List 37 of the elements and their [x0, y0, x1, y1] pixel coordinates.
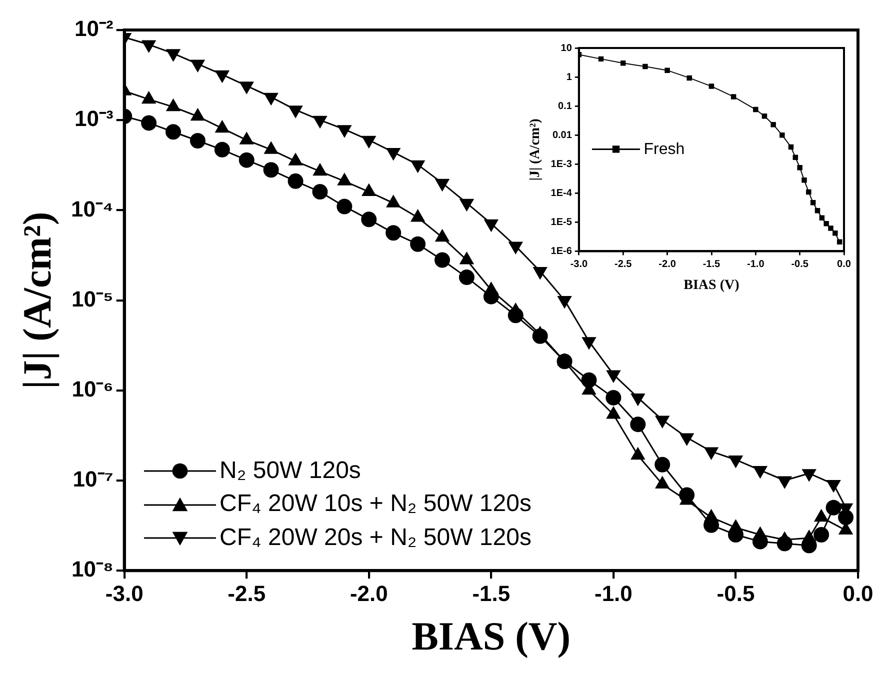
x-tick-label: -2.0 — [350, 580, 388, 606]
y-tick-label: 10⁻⁴ — [70, 196, 114, 222]
x-tick-label: -2.5 — [228, 580, 266, 606]
y-tick-label: 1E-5 — [550, 216, 572, 228]
y-tick-label: 1E-6 — [550, 246, 572, 257]
y-tick-label: 0.1 — [558, 100, 572, 112]
x-tick-label: -2.5 — [614, 258, 632, 270]
legend-label: Fresh — [644, 140, 685, 158]
x-tick-label: -2.0 — [658, 258, 676, 270]
x-tick-label: -3.0 — [570, 258, 588, 270]
y-tick-label: 1 — [566, 72, 572, 83]
x-tick-label: -1.0 — [594, 580, 632, 606]
y-tick-label: 10⁻³ — [74, 106, 114, 132]
legend-label: CF₄ 20W 20s + N₂ 50W 120s — [220, 524, 532, 552]
y-tick-label: 1E-4 — [550, 188, 572, 199]
x-tick-label: -0.5 — [716, 580, 755, 606]
x-tick-label: -0.5 — [791, 258, 809, 270]
x-axis-title: BIAS (V) — [684, 278, 740, 294]
x-tick-label: 0.0 — [837, 258, 852, 270]
x-tick-label: -1.5 — [702, 258, 721, 270]
legend-label: N₂ 50W 120s — [220, 456, 361, 484]
y-axis-title: |J| (A/cm²) — [14, 212, 60, 389]
y-axis-title: |J| (A/cm²) — [528, 118, 544, 181]
y-tick-label: 0.01 — [552, 130, 572, 141]
x-tick-label: 0.0 — [842, 580, 874, 606]
y-tick-label: 10⁻⁶ — [72, 376, 114, 402]
y-tick-label: 10⁻⁵ — [72, 286, 114, 312]
x-tick-label: -1.5 — [472, 580, 510, 606]
legend-label: CF₄ 20W 10s + N₂ 50W 120s — [220, 490, 532, 518]
y-tick-label: 10 — [560, 42, 572, 54]
y-tick-label: 10⁻⁷ — [72, 466, 114, 492]
x-axis-title: BIAS (V) — [412, 613, 571, 658]
x-tick-label: -1.0 — [747, 258, 765, 270]
y-tick-label: 1E-3 — [550, 158, 572, 170]
y-tick-label: 10⁻⁸ — [71, 556, 114, 582]
x-tick-label: -3.0 — [105, 580, 144, 606]
y-tick-label: 10⁻² — [74, 16, 114, 42]
